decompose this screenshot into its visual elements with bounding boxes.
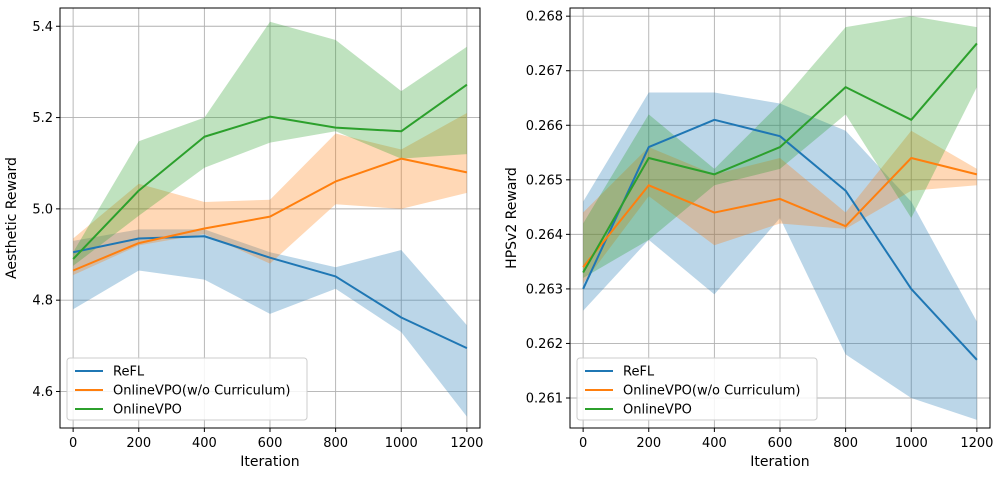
y-tick-label: 4.6 [32, 385, 53, 400]
chart-2: 0 200 400 600 800 1000 1200 0.261 0.262 0.263 0.26… [504, 7, 993, 470]
legend-entry-3: OnlineVPO [113, 403, 182, 418]
series-line-2 [582, 157, 978, 268]
x-tick-label: 800 [323, 436, 348, 451]
legend-entry-3: OnlineVPO [623, 403, 692, 418]
y-tick-label: 0.261 [526, 392, 563, 407]
legend-entry-1: ReFL [623, 365, 655, 380]
y-axis-label: HPSv2 Reward [504, 167, 520, 269]
legend-entry-2: OnlineVPO(w/o Curriculum) [623, 384, 800, 399]
x-tick-label: 0 [579, 436, 587, 451]
y-tick-label: 0.265 [526, 173, 563, 188]
chart-1: 0 200 400 600 800 1000 1200 4.6 4.8 5.0 5.2 5.4 Iter… [4, 7, 483, 470]
y-tick-label: 5.2 [32, 111, 53, 126]
x-tick-label: 600 [258, 436, 283, 451]
y-tick-label: 0.268 [526, 10, 563, 25]
y-axis-label: Aesthetic Reward [4, 157, 20, 279]
series-band-2 [583, 130, 977, 284]
legend-entry-1: ReFL [113, 365, 145, 380]
x-tick-label: 1000 [385, 436, 418, 451]
legend: ReFL OnlineVPO(w/o Curriculum) OnlineVPO [576, 357, 818, 421]
series-band-2 [73, 113, 467, 276]
y-tick-label: 5.4 [32, 20, 53, 35]
x-tick-label: 1000 [895, 436, 928, 451]
x-axis-label: Iteration [750, 454, 809, 470]
series-line-2 [72, 157, 468, 272]
y-tick-label: 0.263 [526, 282, 563, 297]
series-line-1 [72, 235, 468, 350]
x-axis-label: Iteration [240, 454, 299, 470]
y-tick-label: 0.266 [526, 119, 563, 134]
x-tick-label: 400 [192, 436, 217, 451]
series-line-1 [582, 118, 978, 361]
series-band-1 [583, 92, 977, 420]
y-tick-label: 4.8 [32, 294, 53, 309]
x-tick-label: 1200 [960, 436, 993, 451]
legend: ReFL OnlineVPO(w/o Curriculum) OnlineVPO [66, 357, 308, 421]
y-tick-label: 0.262 [526, 337, 563, 352]
x-tick-label: 0 [69, 436, 77, 451]
y-tick-label: 0.267 [526, 64, 563, 79]
series-band-3 [73, 21, 467, 266]
series-band-1 [73, 229, 467, 417]
legend-box [66, 357, 308, 421]
x-tick-label: 200 [636, 436, 661, 451]
series-line-3 [72, 83, 468, 260]
legend-entry-2: OnlineVPO(w/o Curriculum) [113, 384, 290, 399]
legend-box [576, 357, 818, 421]
x-tick-label: 800 [833, 436, 858, 451]
series-line-3 [582, 42, 978, 274]
x-tick-label: 400 [702, 436, 727, 451]
y-tick-label: 0.264 [526, 228, 563, 243]
x-tick-label: 200 [126, 436, 151, 451]
x-tick-label: 600 [768, 436, 793, 451]
y-tick-label: 5.0 [32, 202, 53, 217]
x-tick-label: 1200 [450, 436, 483, 451]
